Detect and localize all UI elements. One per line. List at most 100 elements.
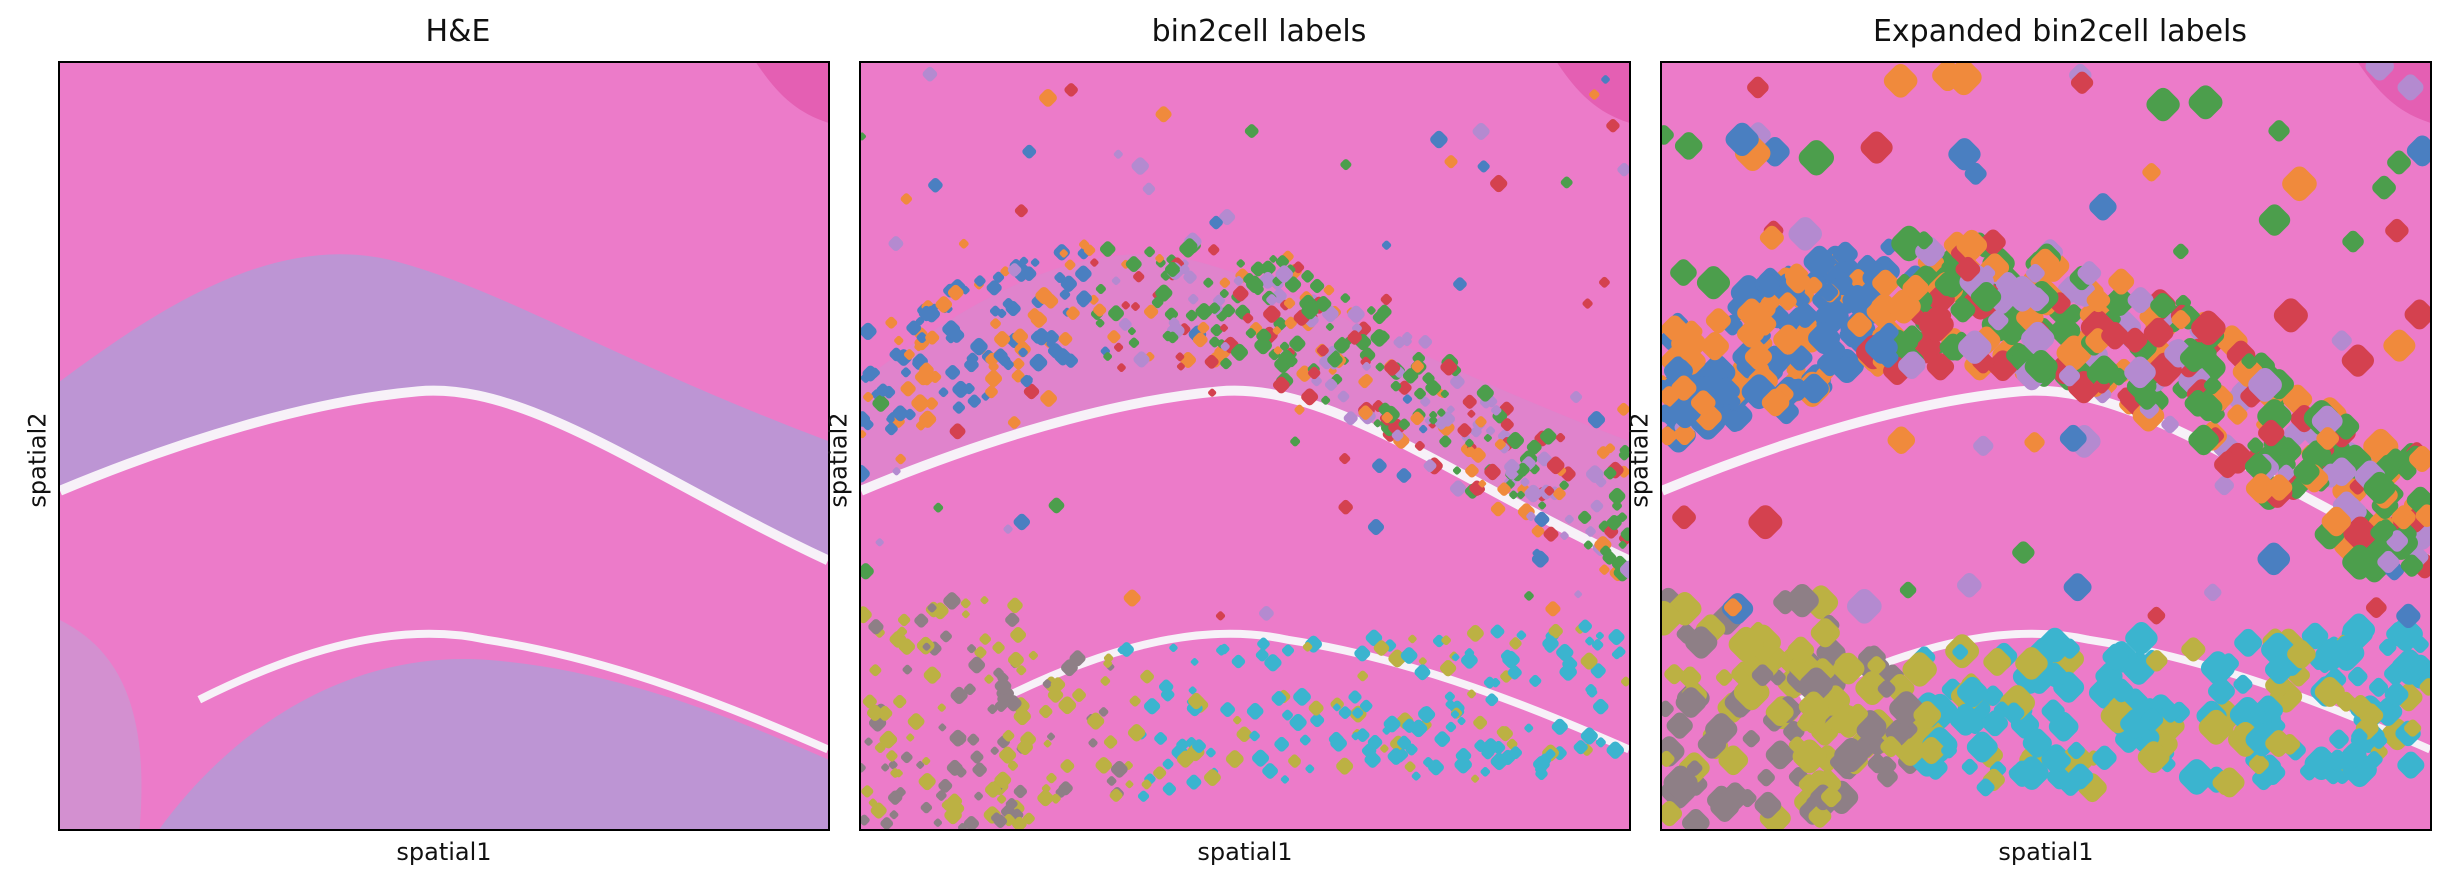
cell-label-mark (1939, 333, 1967, 361)
cell-label-mark (1014, 204, 1028, 218)
cell-label-mark (2122, 327, 2148, 353)
cell-label-mark (2143, 317, 2174, 348)
cell-label-mark (2377, 550, 2400, 574)
cell-label-mark (943, 592, 961, 610)
cell-label-mark (1437, 408, 1446, 417)
cell-label-mark (1117, 645, 1126, 655)
cell-label-mark (1347, 305, 1365, 323)
cell-label-mark (2105, 286, 2135, 316)
cell-label-mark (1095, 756, 1113, 774)
cell-label-mark (927, 603, 937, 613)
cell-label-mark (2301, 622, 2329, 650)
cell-label-mark (861, 563, 874, 580)
cell-label-mark (1176, 362, 1185, 371)
cell-label-mark (1402, 331, 1413, 342)
cell-label-mark (1971, 282, 2002, 312)
cell-label-mark (1203, 769, 1221, 786)
cell-label-mark (1118, 317, 1132, 331)
cell-label-mark (2089, 355, 2119, 385)
cell-label-mark (2336, 691, 2357, 712)
x-axis-label: spatial1 (1197, 838, 1293, 866)
cell-label-mark (2127, 287, 2154, 314)
cell-label-mark (1957, 572, 1982, 598)
cell-label-mark (1230, 343, 1249, 361)
cell-label-mark (1612, 500, 1622, 511)
cell-label-mark (1559, 480, 1569, 490)
cell-label-mark (935, 296, 953, 313)
cell-label-mark (1246, 702, 1264, 720)
cell-label-mark (1560, 531, 1569, 541)
cell-label-mark (1759, 225, 1784, 250)
cell-label-mark (1220, 702, 1236, 718)
cell-label-mark (1336, 757, 1354, 775)
cell-label-mark (1453, 277, 1467, 291)
cell-label-mark (1467, 689, 1476, 699)
cell-label-mark (1164, 261, 1181, 278)
labels-svg (1662, 63, 2430, 829)
cell-label-mark (1257, 637, 1270, 651)
cell-label-mark (2233, 674, 2253, 694)
cell-label-mark (980, 596, 989, 605)
cell-label-mark (1002, 729, 1015, 742)
cell-label-mark (1018, 347, 1028, 358)
cell-label-mark (1030, 258, 1040, 267)
cell-label-mark (1352, 707, 1364, 719)
cell-label-mark (1560, 176, 1573, 189)
cell-label-mark (1941, 257, 1961, 277)
panel-he: H&E spatial1 spatial2 (24, 0, 858, 891)
cell-label-mark (1236, 726, 1252, 742)
cell-label-mark (2385, 218, 2409, 243)
cell-label-mark (1133, 271, 1145, 283)
cell-label-mark (2109, 678, 2134, 703)
cell-label-mark (893, 694, 907, 709)
cell-label-mark (1131, 157, 1149, 175)
cell-label-mark (1490, 501, 1506, 517)
cell-label-mark (1245, 327, 1257, 339)
cell-label-mark (1662, 800, 1683, 827)
cell-label-mark (1918, 306, 1954, 343)
cell-label-mark (1272, 376, 1290, 394)
cell-label-mark (1619, 560, 1629, 579)
cell-label-mark (1103, 735, 1118, 749)
cell-label-mark (868, 619, 884, 635)
cell-label-mark (2406, 135, 2430, 167)
cell-label-mark (1111, 276, 1121, 286)
cell-label-mark (1603, 466, 1617, 480)
cell-label-mark (914, 342, 923, 352)
cell-label-mark (1155, 106, 1172, 123)
cell-label-mark (1110, 760, 1128, 778)
cell-label-mark (935, 790, 947, 801)
cell-label-mark (1723, 598, 1743, 617)
cell-label-mark (1046, 772, 1057, 784)
cell-label-mark (1048, 497, 1065, 514)
cell-label-mark (1620, 527, 1629, 542)
cell-label-mark (1195, 302, 1213, 321)
cell-label-mark (1005, 695, 1022, 712)
cell-label-mark (1305, 764, 1315, 774)
cell-label-mark (866, 704, 884, 722)
cell-label-mark (1467, 409, 1476, 418)
cell-label-mark (1582, 298, 1593, 309)
cell-label-mark (2379, 638, 2397, 657)
cell-label-mark (2258, 419, 2285, 447)
cell-label-mark (1325, 322, 1334, 331)
cell-label-mark (1357, 670, 1369, 682)
cell-label-mark (1880, 736, 1902, 758)
cell-label-mark (1153, 766, 1167, 780)
cell-label-mark (1982, 685, 2004, 707)
cell-label-mark (1066, 306, 1080, 320)
cell-label-mark (1410, 411, 1424, 426)
cell-label-mark (1913, 701, 1942, 729)
cell-label-mark (1526, 511, 1536, 522)
cell-label-mark (1542, 635, 1559, 652)
cell-label-mark (2365, 597, 2387, 618)
cell-label-mark (1338, 706, 1352, 720)
cell-label-mark (1043, 329, 1060, 346)
cell-label-mark (1950, 297, 1976, 323)
cell-label-mark (1847, 589, 1882, 624)
cell-label-mark (1504, 458, 1520, 475)
cell-label-mark (1013, 513, 1031, 531)
cell-label-mark (967, 733, 980, 746)
cell-label-mark (1705, 308, 1731, 334)
cell-label-mark (1662, 600, 1682, 636)
